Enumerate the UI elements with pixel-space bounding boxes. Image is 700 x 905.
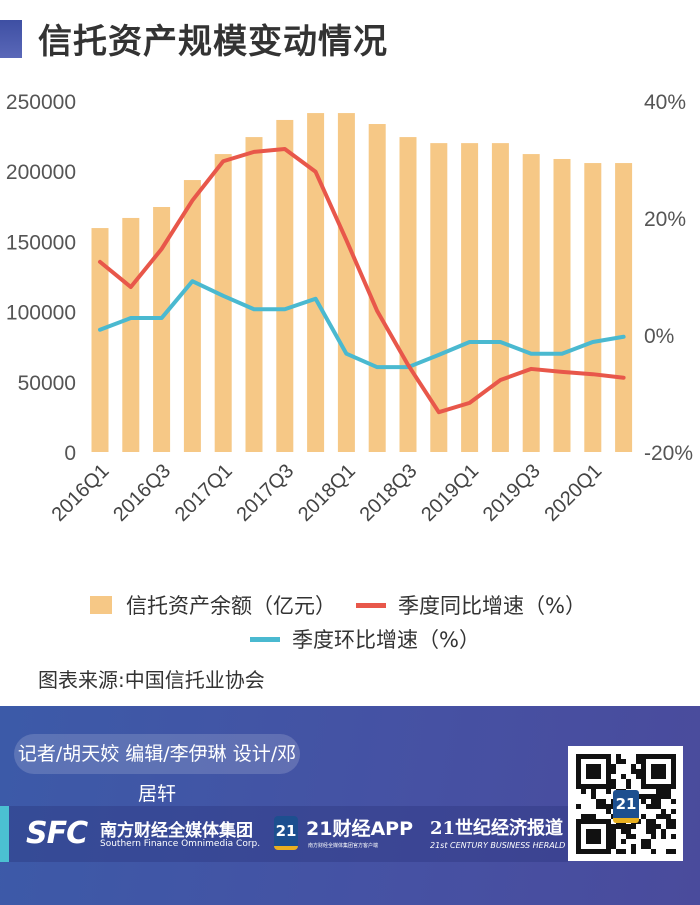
qoq-line: [98, 279, 626, 370]
footer: 记者/胡天姣 编辑/李伊琳 设计/邓居轩 SFC 南方财经全媒体集团 South…: [0, 706, 700, 905]
bar: [491, 143, 509, 452]
y-right-tick-label: -20%: [644, 442, 693, 465]
app-icon: 21: [274, 816, 298, 850]
sfc-name-cn: 南方财经全媒体集团: [100, 821, 253, 841]
bar: [430, 143, 448, 452]
bar: [214, 154, 232, 452]
page-title: 信托资产规模变动情况: [38, 22, 388, 62]
x-tick-label: 2019Q3: [479, 460, 545, 526]
bar: [368, 124, 386, 452]
y-left-tick-label: 200000: [6, 161, 76, 184]
bar: [153, 207, 171, 452]
y-right-tick-label: 0%: [644, 325, 674, 348]
bar: [461, 143, 479, 452]
legend-swatch-yoy: [356, 602, 386, 608]
x-tick-label: 2016Q3: [109, 460, 175, 526]
title-accent-bar: [0, 20, 22, 58]
legend-item-qoq: 季度环比增速（%）: [250, 624, 480, 654]
legend-label: 季度环比增速（%）: [292, 628, 480, 652]
y-left-tick-label: 0: [64, 442, 76, 465]
y-right-tick-label: 20%: [644, 208, 686, 231]
bar: [584, 163, 602, 452]
x-tick-label: 2017Q1: [171, 460, 237, 526]
logo-strip: SFC 南方财经全媒体集团 Southern Finance Omnimedia…: [0, 806, 568, 862]
legend-swatch-bar: [90, 596, 112, 614]
bar: [245, 137, 263, 452]
legend-label: 季度同比增速（%）: [398, 594, 586, 618]
bar: [307, 113, 325, 452]
x-tick-label: 2019Q1: [417, 460, 483, 526]
x-tick-label: 2018Q1: [294, 460, 360, 526]
qr-modules: [576, 754, 676, 854]
yoy-line: [98, 146, 626, 415]
bar: [553, 158, 571, 452]
herald-en: 21st CENTURY BUSINESS HERALD: [430, 841, 566, 850]
bar: [337, 113, 355, 452]
qr-code-pattern: [576, 754, 676, 854]
qr-badge: 21: [613, 790, 639, 823]
y-left-tick-label: 100000: [6, 302, 76, 325]
sfc-logo: SFC: [26, 816, 88, 851]
x-tick-label: 2020Q1: [540, 460, 606, 526]
y-left-tick-label: 250000: [6, 91, 76, 114]
credits: 记者/胡天姣 编辑/李伊琳 设计/邓居轩: [14, 734, 300, 805]
app-name: 21财经APP: [306, 818, 413, 840]
legend-item-yoy: 季度同比增速（%）: [356, 590, 586, 620]
bar: [276, 119, 294, 452]
app-sub: 南方财经全媒体集团官方客户端: [308, 843, 379, 849]
strip-accent: [0, 806, 9, 862]
y-right-tick-label: 40%: [644, 91, 686, 114]
legend-label: 信托资产余额（亿元）: [126, 594, 336, 618]
sfc-name-en: Southern Finance Omnimedia Corp.: [100, 839, 261, 849]
bar: [615, 163, 633, 452]
chart: 0 50000 100000 150000 200000 250000 -20% 0% 20% 4…: [6, 91, 693, 526]
x-tick-label: 2018Q3: [356, 460, 422, 526]
chart-source: 图表来源:中国信托业协会: [38, 668, 265, 692]
legend-item-balance: 信托资产余额（亿元）: [90, 590, 336, 620]
bar: [183, 180, 201, 452]
qr-code[interactable]: 21: [568, 746, 683, 861]
y-left-tick-label: 150000: [6, 231, 76, 254]
x-tick-label: 2017Q3: [232, 460, 298, 526]
y-left-tick-label: 50000: [18, 372, 76, 395]
legend-swatch-qoq: [250, 636, 280, 642]
bar: [522, 154, 540, 452]
herald-cn: 21世纪经济报道: [430, 818, 564, 839]
bar: [399, 137, 417, 452]
x-tick-label: 2016Q1: [48, 460, 114, 526]
bar: [91, 228, 109, 452]
bar: [122, 217, 140, 452]
